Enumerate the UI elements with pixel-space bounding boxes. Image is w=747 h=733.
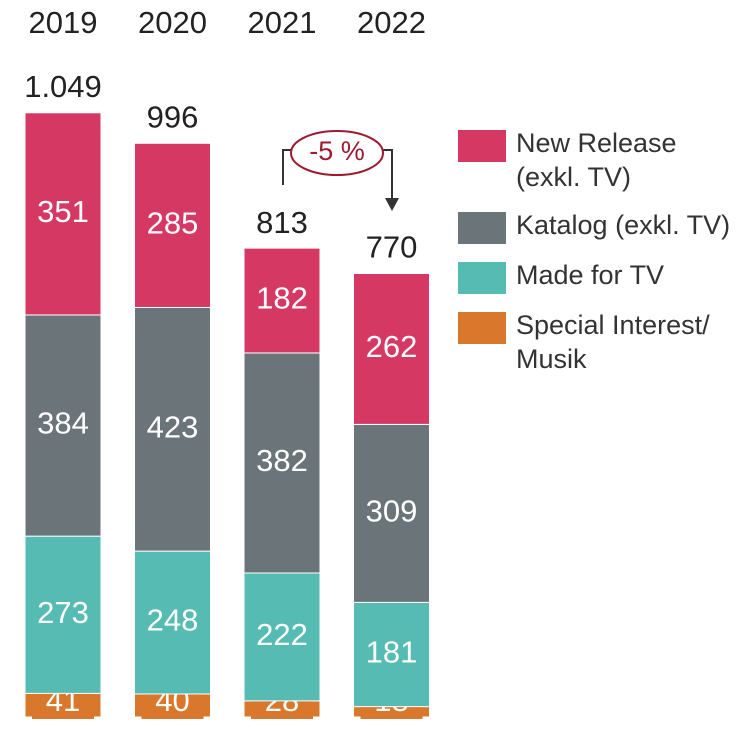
- bar-segment: [243, 572, 321, 702]
- total-label: 770: [366, 230, 418, 265]
- x-tick-label: 2020: [138, 5, 207, 40]
- data-label: 384: [37, 406, 89, 441]
- legend-label: Katalog (exkl. TV): [516, 210, 731, 240]
- x-tick-label: 2019: [29, 5, 98, 40]
- total-label: 1.049: [24, 69, 102, 104]
- annotation: -5 %: [309, 136, 365, 166]
- data-label: 262: [366, 329, 418, 364]
- bar-segment: [24, 314, 102, 537]
- legend-label: Made for TV: [516, 260, 665, 290]
- x-tick-label: 2021: [248, 5, 317, 40]
- bar-segment: [24, 535, 102, 694]
- legend-item: Made for TV: [458, 258, 747, 294]
- bar-segment: [353, 272, 430, 425]
- data-label: 309: [366, 494, 418, 529]
- bar-segment: [243, 247, 321, 354]
- legend-item: Katalog (exkl. TV): [458, 208, 747, 244]
- total-label: 996: [147, 99, 199, 134]
- data-label: 181: [366, 635, 418, 670]
- bar-segment: [243, 352, 321, 574]
- legend: New Release (exkl. TV) Katalog (exkl. TV)…: [458, 126, 747, 390]
- legend-item: Special Interest/ Musik: [458, 308, 747, 376]
- data-label: 285: [147, 206, 199, 241]
- data-label: 222: [256, 617, 308, 652]
- legend-swatch: [458, 262, 506, 294]
- data-label: 423: [147, 409, 199, 444]
- legend-swatch: [458, 312, 506, 344]
- legend-label: Special Interest/ Musik: [516, 310, 710, 374]
- data-label: 351: [37, 194, 89, 229]
- legend-swatch: [458, 212, 506, 244]
- bar-segment: [134, 550, 211, 695]
- bar-segment: [24, 112, 102, 316]
- x-tick-label: 2022: [357, 5, 426, 40]
- data-label: 382: [256, 443, 308, 478]
- bar-segment: [353, 601, 430, 708]
- data-label: 248: [147, 603, 199, 638]
- bar-segment: [134, 142, 211, 308]
- data-label: 182: [256, 281, 308, 316]
- legend-item: New Release (exkl. TV): [458, 126, 747, 194]
- legend-label: New Release (exkl. TV): [516, 128, 677, 192]
- total-label: 813: [256, 205, 308, 240]
- annotation-arrow: [282, 130, 399, 211]
- data-label: 273: [37, 595, 89, 630]
- legend-swatch: [458, 130, 506, 162]
